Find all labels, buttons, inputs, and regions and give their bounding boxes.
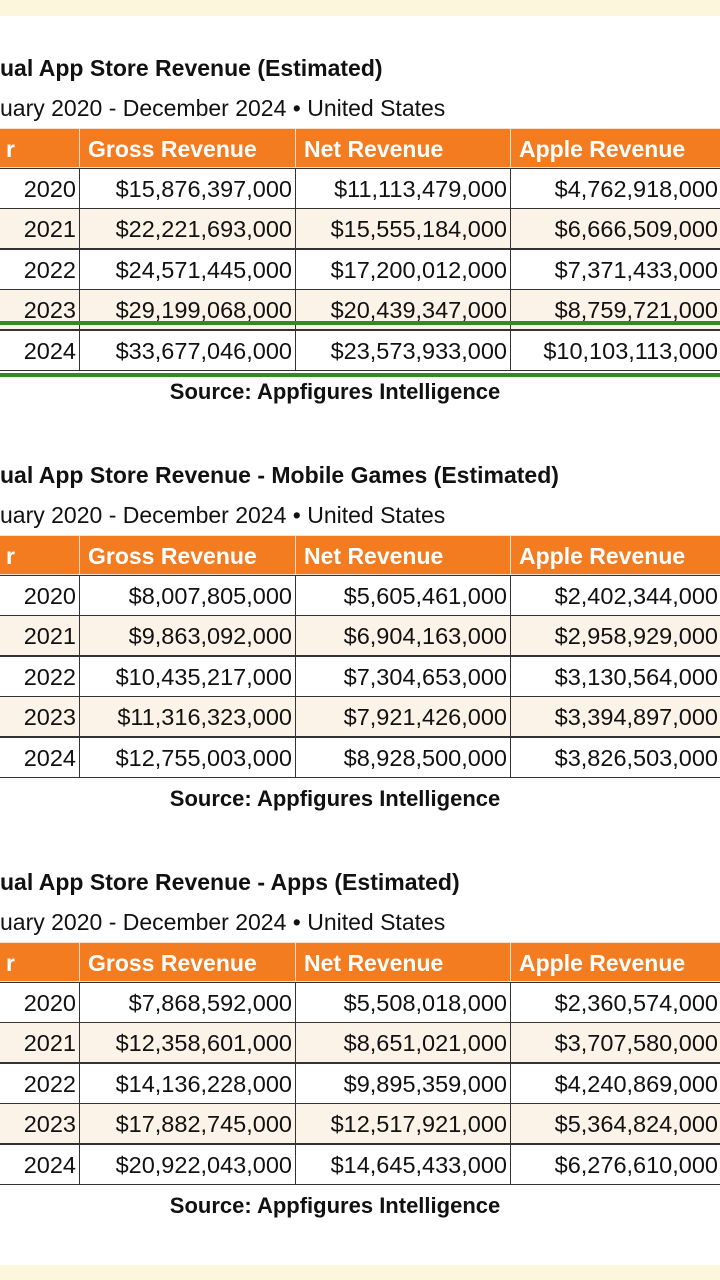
table-subtitle: uary 2020 - December 2024 • United State… [0, 95, 446, 121]
revenue-cell: $5,605,461,000 [295, 575, 511, 616]
column-header: Gross Revenue [79, 535, 296, 575]
table-title: ual App Store Revenue (Estimated) [0, 55, 383, 81]
column-header: r [0, 128, 80, 168]
revenue-cell: $10,103,113,000 [510, 329, 720, 371]
revenue-cell: $12,755,003,000 [79, 736, 296, 778]
revenue-cell: $3,707,580,000 [510, 1022, 720, 1064]
revenue-cell: $6,666,509,000 [510, 208, 720, 250]
revenue-cell: $6,904,163,000 [295, 615, 511, 657]
year-cell: 2021 [0, 615, 80, 657]
year-cell: 2024 [0, 329, 80, 371]
revenue-cell: $2,360,574,000 [510, 982, 720, 1023]
column-header: r [0, 942, 80, 982]
revenue-cell: $7,371,433,000 [510, 248, 720, 290]
revenue-cell: $5,508,018,000 [295, 982, 511, 1023]
revenue-cell: $9,863,092,000 [79, 615, 296, 657]
year-cell: 2021 [0, 1022, 80, 1064]
revenue-cell: $14,136,228,000 [79, 1062, 296, 1104]
revenue-cell: $8,651,021,000 [295, 1022, 511, 1064]
source-note: Source: Appfigures Intelligence [169, 379, 501, 404]
table-title: ual App Store Revenue - Apps (Estimated) [0, 869, 460, 895]
revenue-cell: $15,876,397,000 [79, 168, 296, 209]
revenue-cell: $11,316,323,000 [79, 696, 296, 738]
revenue-cell: $9,895,359,000 [295, 1062, 511, 1104]
year-cell: 2024 [0, 1143, 80, 1185]
revenue-cell: $20,922,043,000 [79, 1143, 296, 1185]
revenue-cell: $24,571,445,000 [79, 248, 296, 290]
revenue-cell: $12,517,921,000 [295, 1103, 511, 1145]
revenue-cell: $23,573,933,000 [295, 329, 511, 371]
revenue-cell: $14,645,433,000 [295, 1143, 511, 1185]
year-cell: 2022 [0, 1062, 80, 1104]
revenue-cell: $3,394,897,000 [510, 696, 720, 738]
top-band [0, 0, 720, 16]
year-cell: 2022 [0, 248, 80, 290]
column-header: Net Revenue [295, 535, 511, 575]
revenue-cell: $17,882,745,000 [79, 1103, 296, 1145]
revenue-cell: $7,868,592,000 [79, 982, 296, 1023]
revenue-cell: $7,921,426,000 [295, 696, 511, 738]
year-cell: 2024 [0, 736, 80, 778]
column-header: Net Revenue [295, 942, 511, 982]
column-header: Gross Revenue [79, 128, 296, 168]
table-title: ual App Store Revenue - Mobile Games (Es… [0, 462, 559, 488]
highlight-line [0, 373, 720, 377]
revenue-cell: $6,276,610,000 [510, 1143, 720, 1185]
column-header: Net Revenue [295, 128, 511, 168]
column-header: Apple Revenue [510, 535, 720, 575]
revenue-cell: $5,364,824,000 [510, 1103, 720, 1145]
revenue-cell: $11,113,479,000 [295, 168, 511, 209]
revenue-cell: $4,762,918,000 [510, 168, 720, 209]
year-cell: 2020 [0, 168, 80, 209]
revenue-cell: $22,221,693,000 [79, 208, 296, 250]
year-cell: 2020 [0, 982, 80, 1023]
revenue-cell: $12,358,601,000 [79, 1022, 296, 1064]
year-cell: 2022 [0, 655, 80, 697]
column-header: r [0, 535, 80, 575]
source-note: Source: Appfigures Intelligence [169, 1193, 501, 1218]
revenue-cell: $3,826,503,000 [510, 736, 720, 778]
revenue-cell: $17,200,012,000 [295, 248, 511, 290]
column-header: Gross Revenue [79, 942, 296, 982]
table-subtitle: uary 2020 - December 2024 • United State… [0, 502, 446, 528]
revenue-cell: $15,555,184,000 [295, 208, 511, 250]
revenue-cell: $8,007,805,000 [79, 575, 296, 616]
highlight-line [0, 321, 720, 325]
revenue-cell: $2,958,929,000 [510, 615, 720, 657]
year-cell: 2023 [0, 1103, 80, 1145]
revenue-cell: $10,435,217,000 [79, 655, 296, 697]
revenue-cell: $7,304,653,000 [295, 655, 511, 697]
revenue-cell: $3,130,564,000 [510, 655, 720, 697]
revenue-cell: $8,928,500,000 [295, 736, 511, 778]
year-cell: 2023 [0, 696, 80, 738]
column-header: Apple Revenue [510, 942, 720, 982]
year-cell: 2020 [0, 575, 80, 616]
revenue-cell: $4,240,869,000 [510, 1062, 720, 1104]
table-subtitle: uary 2020 - December 2024 • United State… [0, 909, 446, 935]
column-header: Apple Revenue [510, 128, 720, 168]
year-cell: 2021 [0, 208, 80, 250]
revenue-cell: $33,677,046,000 [79, 329, 296, 371]
bottom-band [0, 1265, 720, 1280]
source-note: Source: Appfigures Intelligence [169, 786, 501, 811]
revenue-cell: $2,402,344,000 [510, 575, 720, 616]
